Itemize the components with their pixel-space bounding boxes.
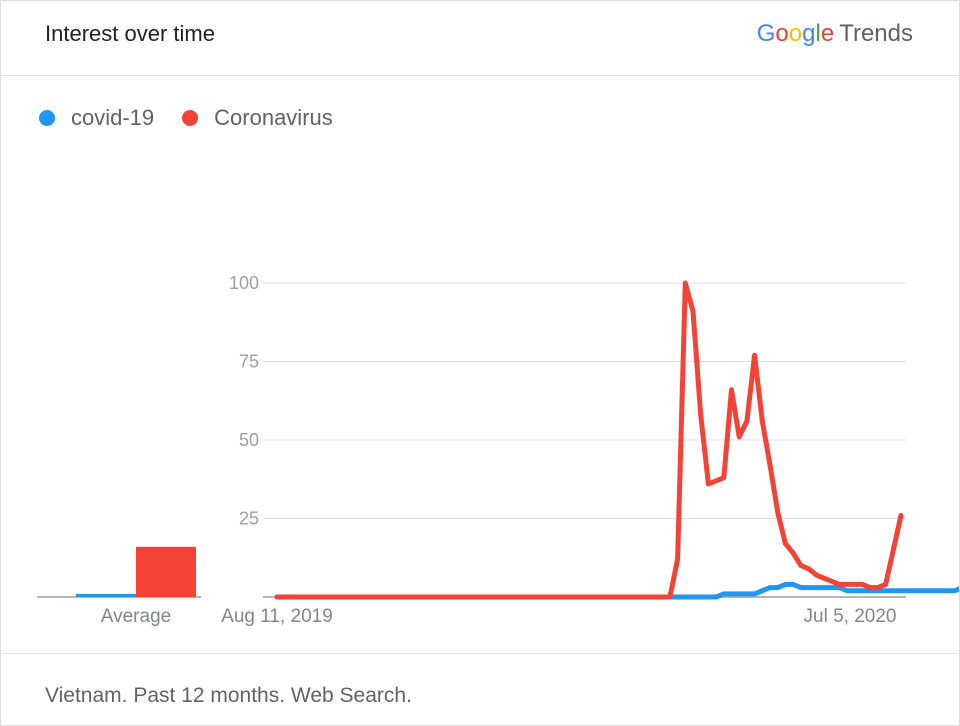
legend-dot-icon	[182, 110, 199, 126]
legend-item-covid-19[interactable]: covid-19	[39, 105, 154, 131]
brand-letter: e	[820, 20, 835, 47]
chart-plot: 25 50 75 100 Average Aug 11, 2019 Jul 5, 2020	[37, 273, 959, 627]
chart-legend: covid-19 Coronavirus	[39, 105, 361, 131]
average-label: Average	[101, 606, 171, 627]
brand-letter: o	[775, 20, 789, 47]
legend-label: covid-19	[71, 105, 155, 130]
x-tick-label: Aug 11, 2019	[221, 606, 333, 627]
google-wordmark: Google	[757, 20, 834, 47]
average-bar-coronavirus	[136, 546, 196, 597]
google-trends-logo: Google Trends	[757, 20, 913, 48]
brand-letter: g	[802, 20, 816, 47]
brand-letter: G	[756, 20, 776, 47]
x-tick-label: Jul 5, 2020	[804, 606, 897, 627]
legend-label: Coronavirus	[214, 105, 333, 130]
y-tick-label: 100	[229, 273, 259, 293]
series-line-covid-19	[274, 581, 959, 600]
footer-description: Vietnam. Past 12 months. Web Search.	[45, 684, 412, 707]
y-tick-label: 75	[239, 352, 259, 372]
legend-dot-icon	[39, 110, 55, 126]
y-tick-label: 50	[239, 430, 259, 450]
card-footer: Vietnam. Past 12 months. Web Search.	[1, 653, 959, 726]
brand-letter: l	[815, 20, 821, 47]
card-title: Interest over time	[45, 21, 215, 46]
y-tick-label: 25	[239, 509, 259, 529]
average-bar-covid-19	[76, 593, 136, 597]
brand-letter: o	[788, 20, 803, 47]
card-header: Interest over time Google Trends	[1, 1, 959, 76]
legend-item-coronavirus[interactable]: Coronavirus	[182, 105, 333, 131]
series-line-coronavirus	[274, 280, 904, 600]
trends-wordmark: Trends	[839, 20, 913, 47]
